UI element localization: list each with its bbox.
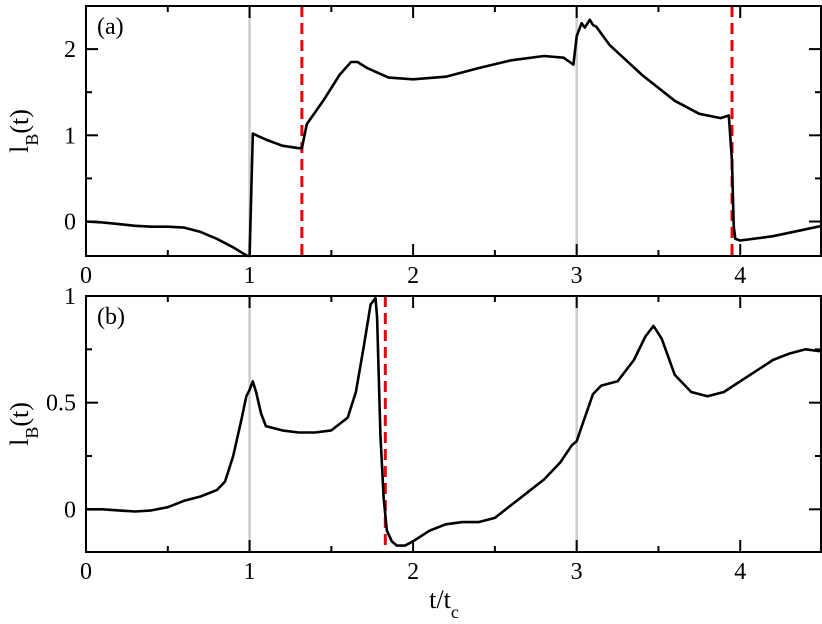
x-tick-label: 3	[571, 559, 583, 585]
x-tick-label: 4	[734, 559, 746, 585]
y-tick-label: 0.5	[46, 391, 76, 417]
panel-a: 0 1 2 3 4 0 1 2 (a) lB(t)	[5, 5, 822, 289]
panel-b-tick-labels: 0 1 2 3 4 0 0.5 1	[46, 284, 746, 585]
panel-b-ylabel-main: l	[5, 439, 34, 446]
panel-a-frame	[85, 5, 822, 257]
x-axis-label: t/tc	[429, 585, 459, 622]
panel-b-frame	[85, 295, 822, 553]
panel-b-series-line-0	[86, 296, 822, 547]
x-tick-label: 0	[80, 559, 92, 585]
panel-a-curves	[85, 18, 822, 258]
x-tick-label: 1	[244, 263, 256, 289]
panel-b-ticks	[85, 295, 821, 552]
y-tick-label: 1	[64, 123, 76, 149]
panel-b-ylabel-suffix: (t)	[5, 402, 34, 427]
panel-a-ticks	[85, 6, 821, 256]
x-tick-label: 0	[80, 263, 92, 289]
panel-a-ylabel-sub: B	[22, 134, 42, 146]
panel-b-label: (b)	[97, 304, 125, 330]
panel-a-series-line-0	[85, 18, 822, 258]
panel-a-ylabel-suffix: (t)	[5, 109, 34, 134]
panel-b-ylabel-sub: B	[22, 427, 42, 439]
panel-a-reference-lines	[248, 6, 734, 256]
panel-b: 0 1 2 3 4 0 0.5 1 (b) lB(t) t/tc	[5, 284, 822, 622]
panel-a-label: (a)	[97, 14, 124, 40]
x-tick-label: 1	[244, 559, 256, 585]
y-tick-label: 1	[64, 284, 76, 310]
x-tick-label: 4	[734, 263, 746, 289]
panel-b-curves	[86, 296, 822, 547]
y-tick-label: 0	[64, 210, 76, 236]
xlabel-sub: c	[451, 602, 459, 622]
x-tick-label: 2	[407, 559, 419, 585]
y-tick-label: 0	[64, 497, 76, 523]
x-tick-label: 3	[571, 263, 583, 289]
panel-b-reference-lines	[248, 296, 578, 552]
panel-a-tick-labels: 0 1 2 3 4 0 1 2	[64, 37, 746, 289]
panel-b-y-axis-label: lB(t)	[5, 402, 42, 446]
y-tick-label: 2	[64, 37, 76, 63]
x-tick-label: 2	[407, 263, 419, 289]
panel-a-ylabel-main: l	[5, 146, 34, 153]
xlabel-main: t/t	[429, 585, 451, 614]
panel-a-y-axis-label: lB(t)	[5, 109, 42, 153]
